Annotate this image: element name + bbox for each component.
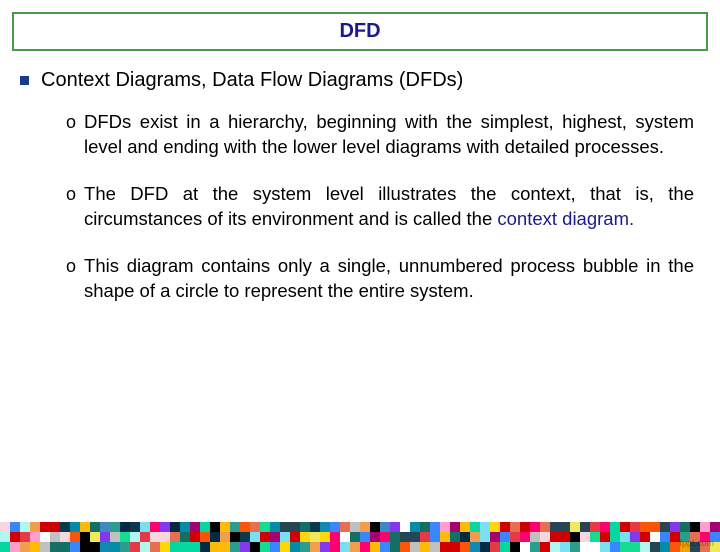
- list-item: o This diagram contains only a single, u…: [66, 254, 694, 304]
- main-bullet: Context Diagrams, Data Flow Diagrams (DF…: [20, 69, 700, 92]
- slide-content: Context Diagrams, Data Flow Diagrams (DF…: [0, 51, 720, 304]
- footer-mosaic: fppt.com: [0, 522, 720, 552]
- list-item-text: The DFD at the system level illustrates …: [84, 182, 694, 232]
- keyword-text: context diagram.: [497, 208, 634, 229]
- list-item: o DFDs exist in a hierarchy, beginning w…: [66, 110, 694, 160]
- mosaic-strip: [0, 522, 720, 552]
- list-item: o The DFD at the system level illustrate…: [66, 182, 694, 232]
- slide-title: DFD: [12, 12, 708, 51]
- circle-bullet-icon: o: [66, 182, 76, 206]
- list-item-text: This diagram contains only a single, unn…: [84, 254, 694, 304]
- sub-bullet-list: o DFDs exist in a hierarchy, beginning w…: [20, 110, 700, 304]
- circle-bullet-icon: o: [66, 254, 76, 278]
- circle-bullet-icon: o: [66, 110, 76, 134]
- main-bullet-text: Context Diagrams, Data Flow Diagrams (DF…: [41, 69, 463, 92]
- title-text: DFD: [339, 20, 380, 42]
- square-bullet-icon: [20, 76, 29, 85]
- list-item-text: DFDs exist in a hierarchy, beginning wit…: [84, 110, 694, 160]
